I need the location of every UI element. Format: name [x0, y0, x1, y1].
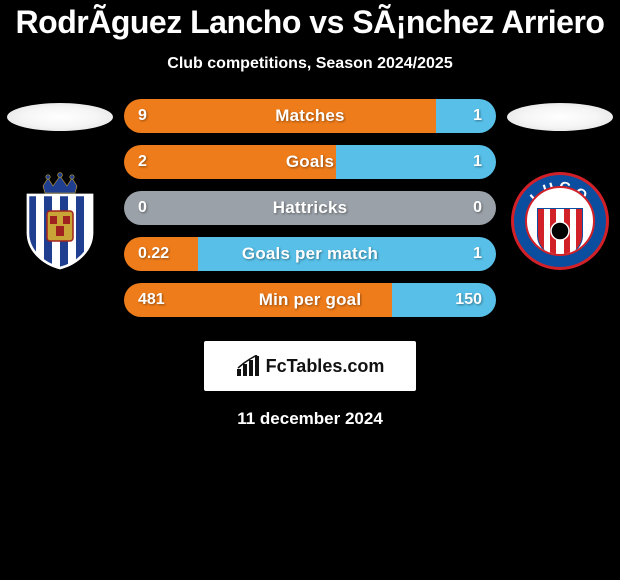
left-player-silhouette — [7, 103, 113, 131]
stat-left-value: 9 — [138, 107, 147, 125]
stat-label: Min per goal — [259, 290, 362, 310]
right-player-silhouette — [507, 103, 613, 131]
stat-label: Goals — [286, 152, 334, 172]
stats-bars: 9 1 Matches 2 1 Goals 0 0 Hattricks 0.22 1 Goals pe… — [124, 99, 496, 317]
subtitle: Club competitions, Season 2024/2025 — [0, 55, 620, 73]
lugo-badge: LUGO — [510, 171, 610, 271]
stat-bar-right-segment — [336, 145, 496, 179]
stat-right-value: 1 — [473, 107, 482, 125]
stat-left-value: 2 — [138, 153, 147, 171]
stat-bar: 9 1 Matches — [124, 99, 496, 133]
ponferradina-badge — [10, 171, 110, 271]
stat-bar: 481 150 Min per goal — [124, 283, 496, 317]
fctables-watermark: FcTables.com — [204, 341, 416, 391]
page-title: RodrÃ­guez Lancho vs SÃ¡nchez Arriero — [0, 4, 620, 41]
stat-right-value: 1 — [473, 245, 482, 263]
stat-bar: 0.22 1 Goals per match — [124, 237, 496, 271]
stat-right-value: 150 — [455, 291, 482, 309]
bars-icon — [236, 355, 262, 377]
stat-right-value: 0 — [473, 199, 482, 217]
stat-bar: 0 0 Hattricks — [124, 191, 496, 225]
fctables-label: FcTables.com — [266, 356, 385, 377]
stat-right-value: 1 — [473, 153, 482, 171]
left-player-col — [6, 99, 114, 271]
right-player-col: LUGO — [506, 99, 614, 271]
stat-left-value: 0.22 — [138, 245, 169, 263]
stat-bar: 2 1 Goals — [124, 145, 496, 179]
date-label: 11 december 2024 — [237, 409, 383, 429]
stat-left-value: 481 — [138, 291, 165, 309]
stat-bar-right-segment — [436, 99, 496, 133]
stat-label: Goals per match — [242, 244, 378, 264]
comparison-row: 9 1 Matches 2 1 Goals 0 0 Hattricks 0.22 1 Goals pe… — [0, 99, 620, 317]
stat-label: Hattricks — [273, 198, 348, 218]
stat-left-value: 0 — [138, 199, 147, 217]
stat-label: Matches — [275, 106, 344, 126]
